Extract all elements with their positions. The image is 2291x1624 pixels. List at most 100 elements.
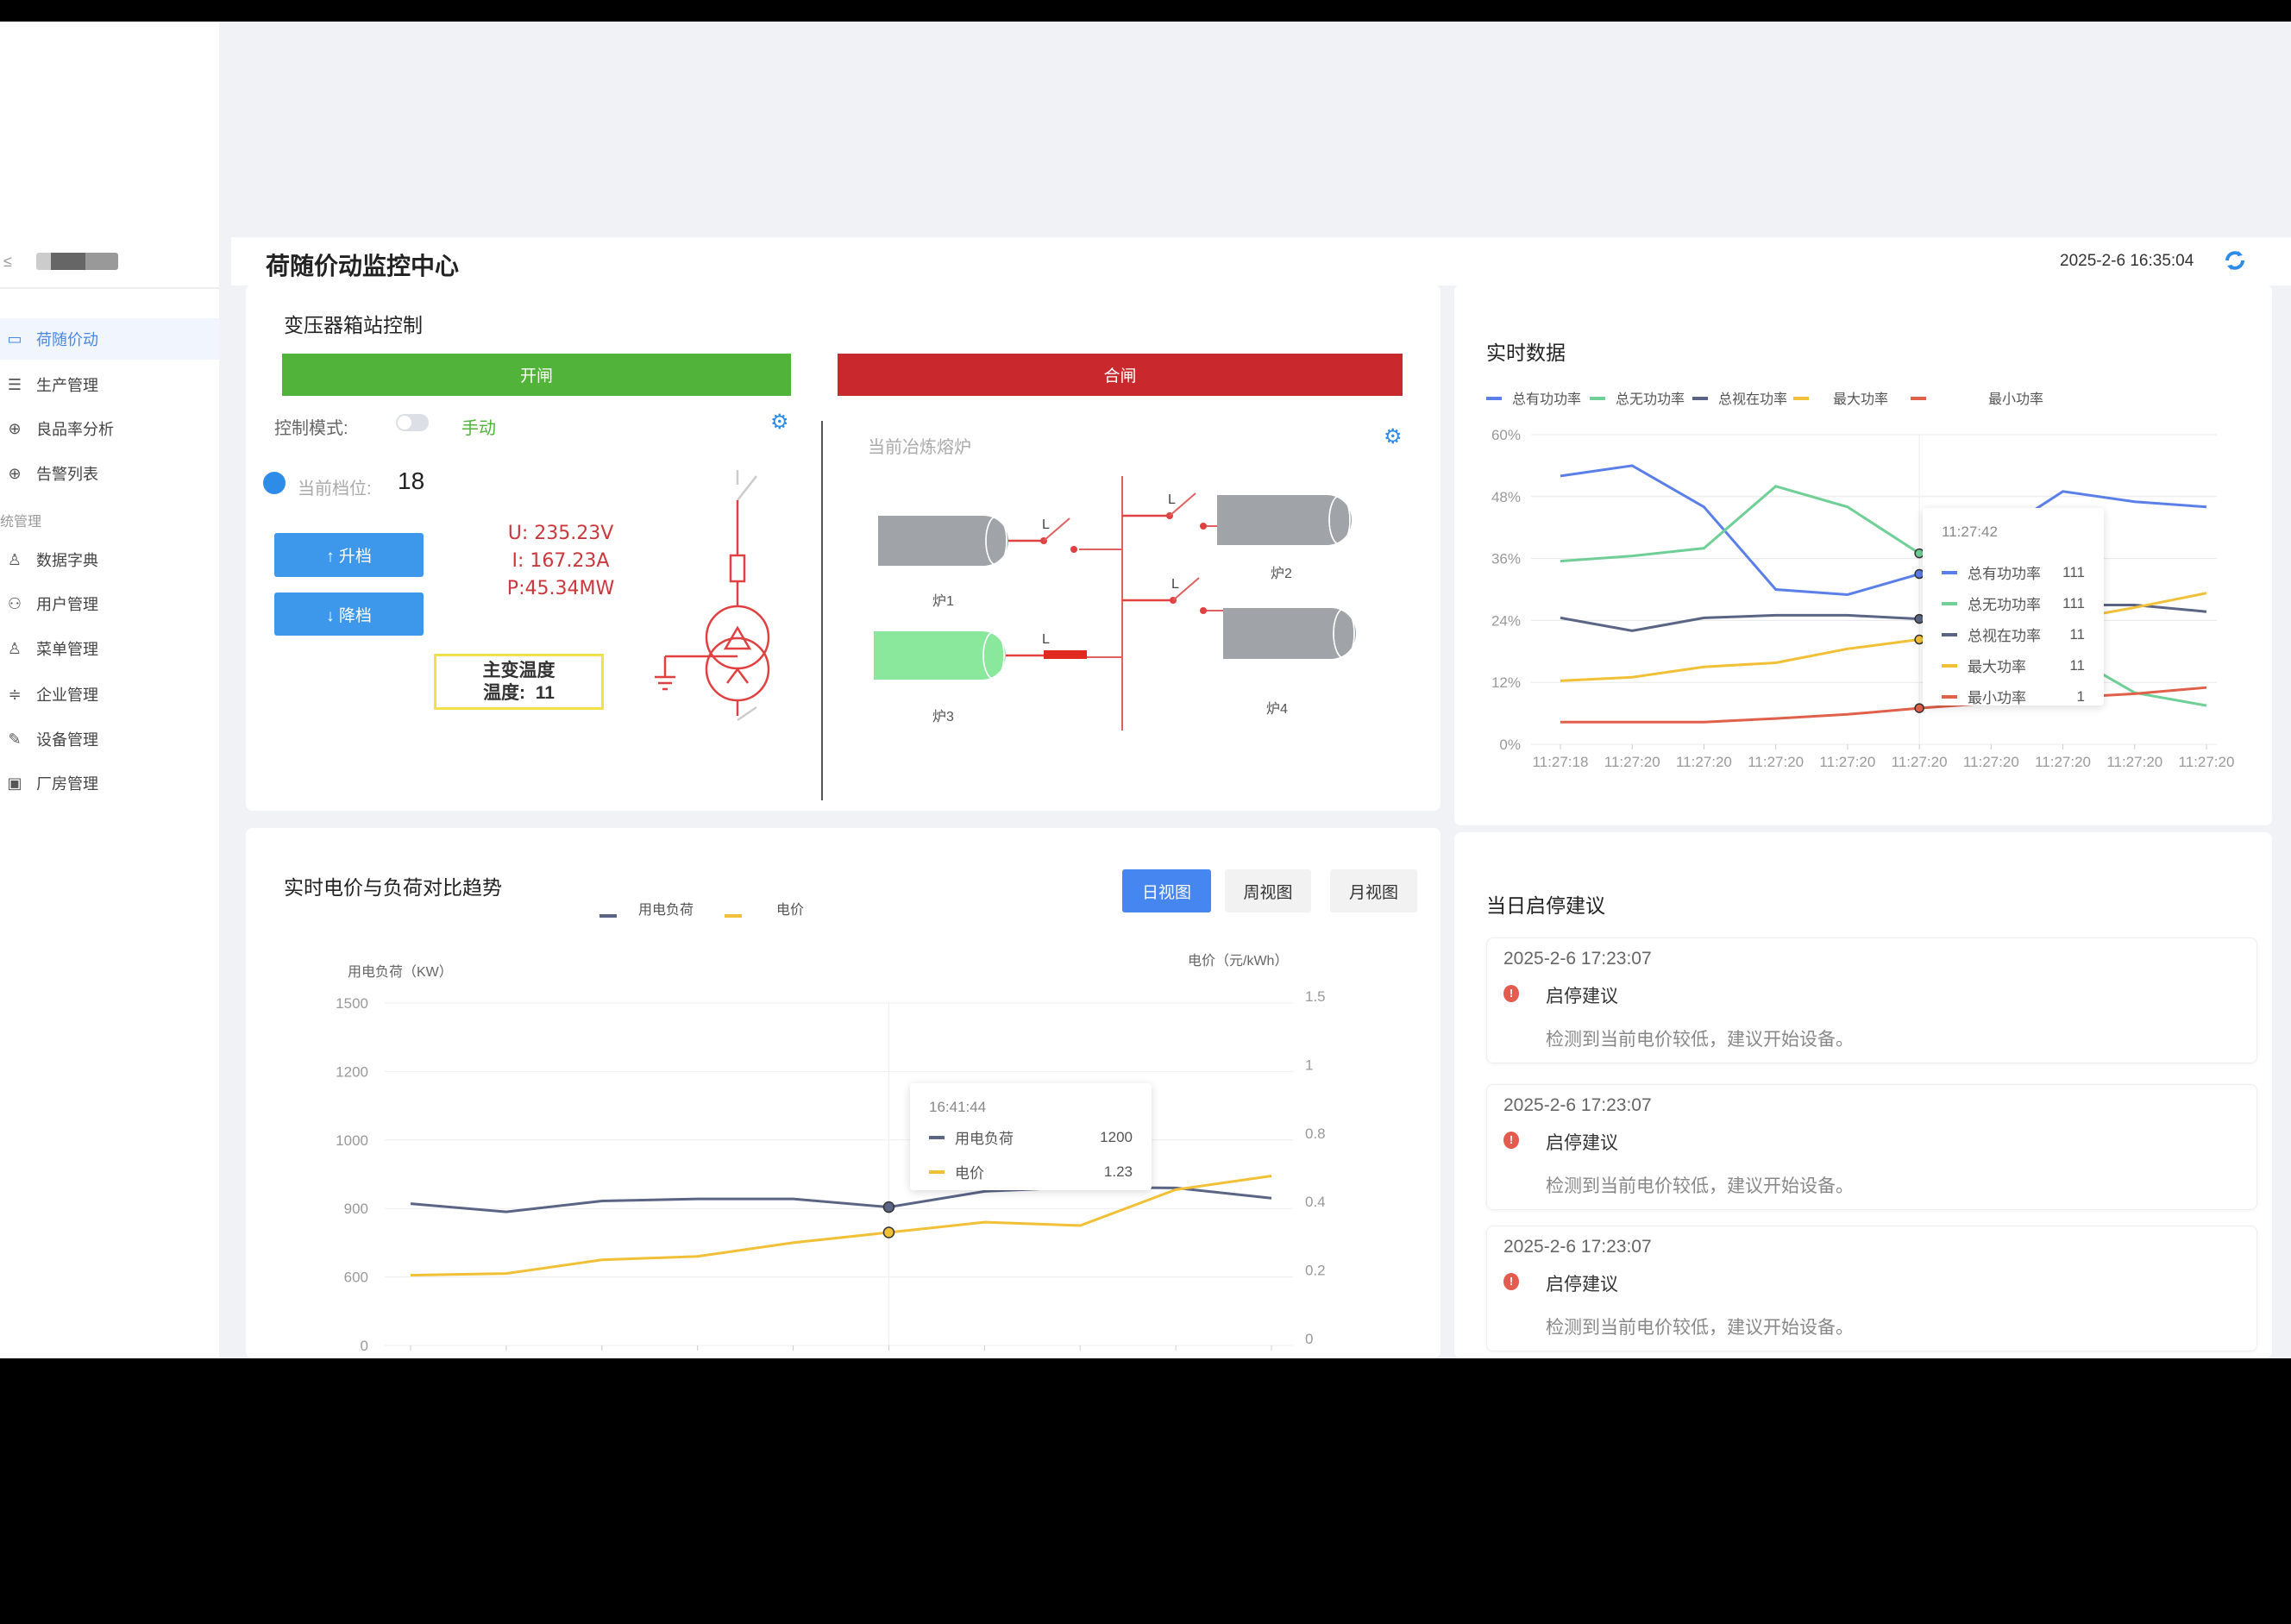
y2-tick-label: 0.4 [1305, 1194, 1326, 1210]
furnace-3[interactable]: L [874, 631, 1122, 680]
sidebar-item[interactable]: ▭ 荷随价动 [0, 318, 219, 360]
app-screen: ≤ ▭ 荷随价动 ☰ 生产管理 ⊕ 良品率分析 ⊕ 告警列表 ♙ 数据字典 ⚇ 用户管理 ♙ 菜单管理 ≑ 企… [0, 22, 2291, 1358]
view-button[interactable]: 周视图 [1225, 869, 1311, 912]
gear-level-label: 当前档位: [298, 480, 372, 498]
hover-point [1914, 703, 1924, 713]
furnace-label: 炉4 [1266, 702, 1288, 717]
globe-icon: ⊕ [8, 464, 22, 482]
tooltip-value: 11 [2069, 625, 2085, 643]
y-tick-label: 24% [1491, 612, 1521, 629]
refresh-icon[interactable] [2222, 248, 2248, 273]
advice-time: 2025-2-6 17:23:07 [1503, 1237, 1652, 1257]
legend-item[interactable]: 最小功率 [1988, 392, 2043, 407]
tooltip-value: 111 [2062, 594, 2085, 611]
globe-icon: ⊕ [8, 419, 22, 437]
closed-switch [1044, 650, 1087, 659]
furnace-4[interactable]: L [1122, 577, 1356, 659]
series-line [1560, 686, 2207, 724]
legend-swatch [1942, 601, 1957, 605]
sliders-icon: ≑ [8, 685, 22, 703]
sidebar-item[interactable]: ♙ 菜单管理 [0, 628, 219, 669]
sidebar-item-label: 企业管理 [36, 687, 98, 704]
close-switch-button[interactable]: 合闸 [838, 354, 1403, 396]
series-line [1560, 603, 2207, 632]
view-button[interactable]: 日视图 [1122, 869, 1211, 912]
tooltip-value: 1200 [1100, 1128, 1133, 1145]
switch-label: L [1171, 577, 1179, 592]
y-axis-title: 用电负荷（KW） [348, 964, 453, 980]
settings-gear-icon[interactable]: ⚙ [770, 411, 789, 434]
advice-title: 启停建议 [1546, 987, 1618, 1006]
sidebar-item[interactable]: ♙ 数据字典 [0, 539, 219, 580]
tooltip-row: 用电负荷 1200 [929, 1126, 1133, 1148]
collapse-menu-icon[interactable]: ≤ [3, 253, 12, 270]
legend-item[interactable]: 总有功功率 [1512, 392, 1581, 407]
sidebar-item[interactable]: ☰ 生产管理 [0, 364, 219, 405]
sidebar-item-label: 生产管理 [36, 377, 98, 394]
tooltip-time: 16:41:44 [929, 1099, 987, 1115]
panel-title: 实时电价与负荷对比趋势 [284, 876, 502, 899]
gear-down-button[interactable]: ↓ 降档 [274, 593, 424, 636]
open-switch-button[interactable]: 开闸 [282, 354, 791, 396]
sidebar-item[interactable]: ⊕ 告警列表 [0, 453, 219, 494]
legend-item[interactable]: 总视在功率 [1718, 392, 1787, 407]
tooltip-row: 最大功率 11 [1942, 655, 2085, 676]
warning-icon: ! [1503, 985, 1519, 1002]
control-mode-label: 控制模式: [274, 419, 348, 438]
price-load-trend-panel: 实时电价与负荷对比趋势 日视图 周视图 月视图 0 0 600 0.2 900 0.4 1000… [246, 828, 1441, 1358]
sidebar: ≤ ▭ 荷随价动 ☰ 生产管理 ⊕ 良品率分析 ⊕ 告警列表 ♙ 数据字典 ⚇ 用户管理 ♙ 菜单管理 ≑ 企… [0, 22, 219, 1358]
sidebar-item[interactable]: ✎ 设备管理 [0, 718, 219, 760]
y2-tick-label: 1.5 [1305, 988, 1326, 1005]
y-tick-label: 0 [361, 1338, 368, 1354]
gear-level-value: 18 [398, 467, 425, 494]
monitor-icon: ▭ [7, 329, 22, 348]
price-load-line-chart: 0 0 600 0.2 900 0.4 1000 0.8 1200 1 1500 1.5 用电负荷（KW… [336, 902, 1326, 1358]
sidebar-item[interactable]: ▣ 厂房管理 [0, 762, 219, 804]
view-button[interactable]: 月视图 [1330, 869, 1417, 912]
y-tick-label: 0% [1499, 737, 1521, 753]
sidebar-item-label: 设备管理 [36, 731, 98, 749]
y-tick-label: 12% [1491, 674, 1521, 691]
legend-swatch [1942, 694, 1957, 699]
y-tick-label: 48% [1491, 489, 1521, 505]
advice-title: 启停建议 [1546, 1133, 1618, 1153]
furnace-1[interactable]: L [878, 516, 1122, 566]
gear-up-button[interactable]: ↑ 升档 [274, 533, 424, 577]
legend-item[interactable]: 用电负荷 [638, 902, 694, 918]
hover-point [882, 1226, 895, 1238]
tooltip-series: 总有功功率 [1968, 566, 2041, 582]
warning-icon: ! [1503, 1273, 1519, 1290]
sidebar-item[interactable]: ⚇ 用户管理 [0, 583, 219, 624]
y-tick-label: 600 [344, 1270, 368, 1286]
legend-item[interactable]: 电价 [776, 902, 804, 918]
sidebar-item-label: 数据字典 [36, 552, 98, 569]
x-tick-label: 11:27:20 [1748, 754, 1804, 770]
x-tick-label: 11:27:20 [1892, 754, 1948, 770]
panel-title: 实时数据 [1486, 342, 1566, 364]
control-mode-toggle[interactable] [396, 414, 429, 431]
voltage-reading: U: 235.23V [507, 523, 614, 544]
logo-image [36, 253, 118, 270]
legend-item[interactable]: 总无功功率 [1616, 392, 1685, 407]
y-tick-label: 60% [1491, 427, 1521, 443]
warning-icon: ! [1503, 1132, 1519, 1149]
switch-label: L [1042, 632, 1050, 647]
furnace-settings-gear-icon[interactable]: ⚙ [1384, 425, 1403, 448]
x-tick-label: 11:27:20 [2106, 754, 2162, 770]
y-tick-label: 36% [1491, 551, 1521, 567]
status-dot [263, 472, 286, 494]
sidebar-item-label: 用户管理 [36, 596, 98, 613]
temperature-label: 温度: [483, 683, 526, 703]
screen-icon: ▣ [7, 774, 22, 792]
sidebar-item[interactable]: ≑ 企业管理 [0, 674, 219, 715]
legend-swatch [1942, 663, 1957, 668]
sidebar-item-label: 告警列表 [36, 466, 98, 483]
furnace-2[interactable]: L [1122, 492, 1352, 545]
realtime-data-panel: 实时数据 0% 12% 24% 36% 48% 60% 11:27:18 11:27:20 11… [1454, 285, 2272, 825]
legend-item[interactable]: 最大功率 [1833, 392, 1888, 407]
y2-tick-label: 0.2 [1305, 1263, 1326, 1279]
database-icon: ☰ [7, 375, 22, 393]
legend-swatch [1942, 570, 1957, 574]
sidebar-item-label: 良品率分析 [36, 421, 114, 438]
sidebar-item[interactable]: ⊕ 良品率分析 [0, 408, 219, 449]
